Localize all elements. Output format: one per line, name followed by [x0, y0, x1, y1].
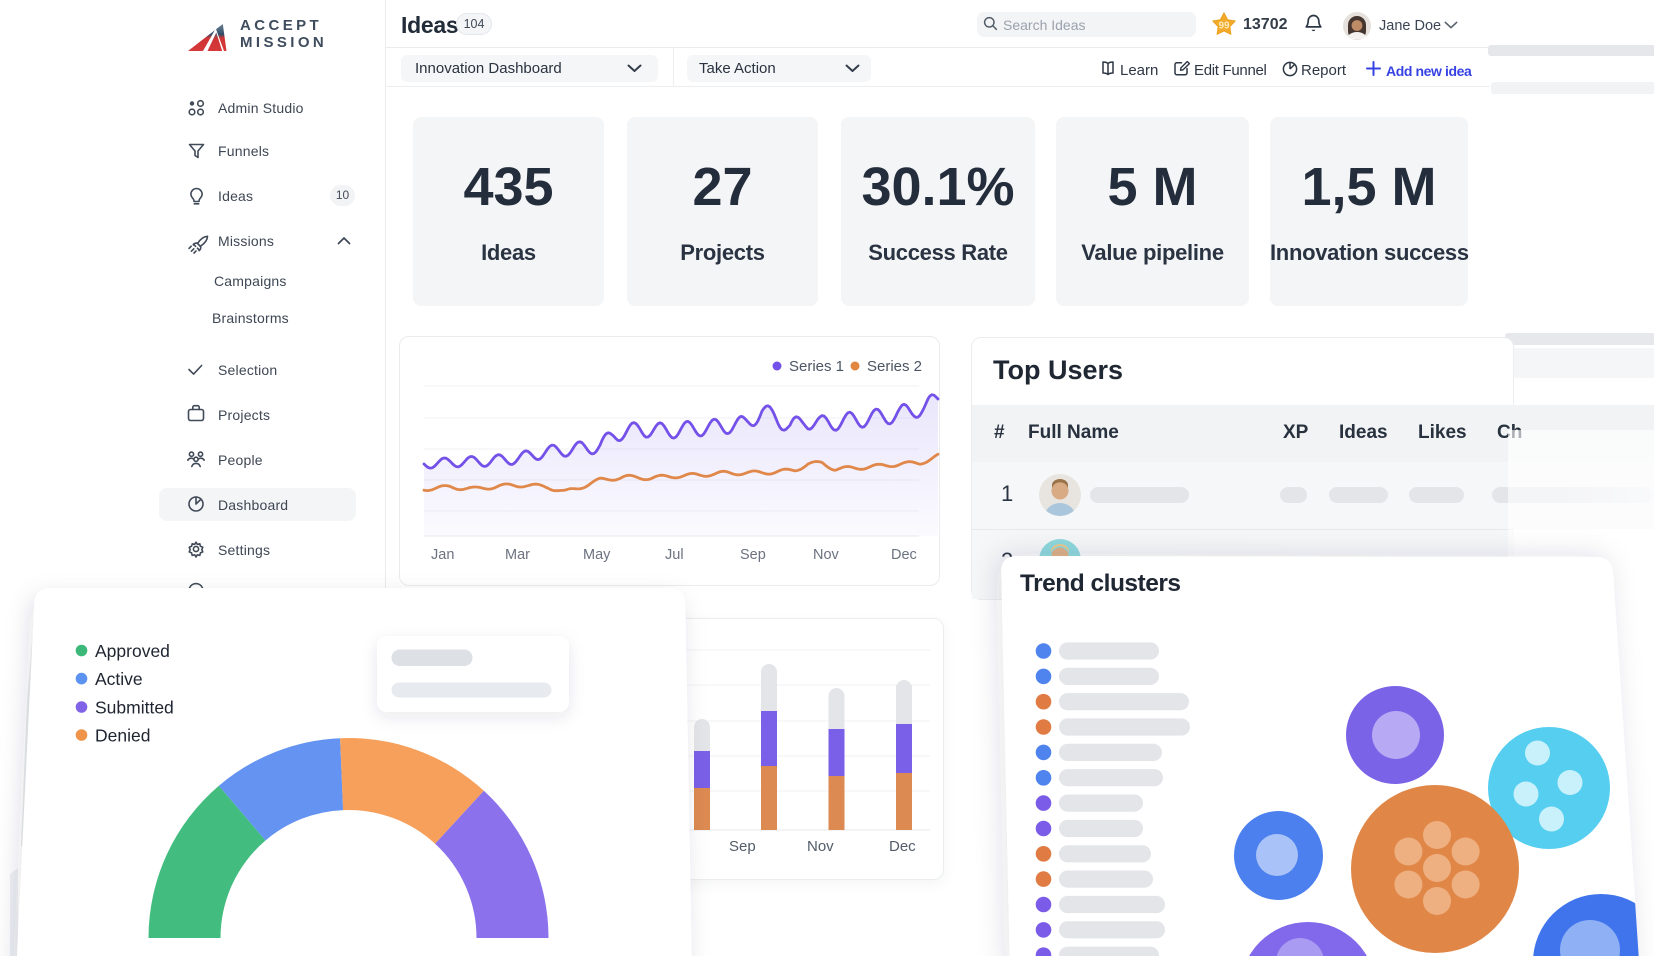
svg-text:Sep: Sep — [740, 547, 766, 563]
svg-text:May: May — [583, 547, 611, 563]
svg-text:Denied: Denied — [95, 726, 150, 746]
svg-text:Active: Active — [95, 669, 143, 689]
svg-text:Series 1: Series 1 — [789, 358, 844, 375]
svg-text:Nov: Nov — [813, 547, 840, 563]
svg-text:Jan: Jan — [431, 547, 454, 563]
svg-text:Series 2: Series 2 — [867, 358, 922, 375]
svg-text:Dec: Dec — [891, 547, 917, 563]
svg-text:Jul: Jul — [665, 547, 684, 563]
svg-text:Nov: Nov — [807, 838, 834, 855]
svg-text:Dec: Dec — [889, 838, 916, 855]
svg-text:Submitted: Submitted — [95, 698, 174, 718]
svg-text:Sep: Sep — [729, 838, 756, 855]
svg-text:Approved: Approved — [95, 641, 170, 661]
svg-text:Mar: Mar — [505, 547, 530, 563]
svg-text:Trend clusters: Trend clusters — [1020, 570, 1180, 597]
svg-text:99: 99 — [1218, 21, 1230, 32]
